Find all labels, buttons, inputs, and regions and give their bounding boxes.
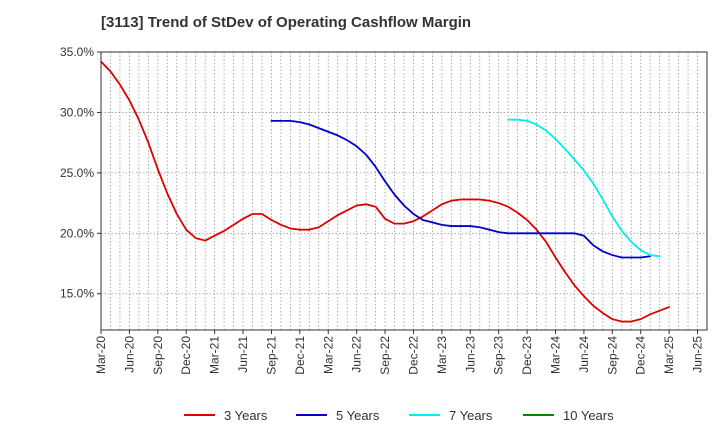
legend-label-10-years: 10 Years	[563, 408, 614, 423]
legend-label-3-years: 3 Years	[224, 408, 268, 423]
series-line-3-years	[100, 60, 671, 323]
x-tick-label: Mar-23	[435, 336, 449, 374]
x-tick-label: Mar-21	[208, 336, 222, 374]
x-tick-label: Sep-22	[378, 336, 392, 375]
x-tick-label: Dec-20	[179, 336, 193, 375]
series-line-7-years	[507, 118, 661, 258]
legend-label-7-years: 7 Years	[449, 408, 493, 423]
chart-title: [3113] Trend of StDev of Operating Cashf…	[101, 14, 472, 31]
plot-frame	[100, 51, 708, 331]
x-tick-label: Jun-22	[350, 336, 364, 373]
x-tick-label: Sep-23	[492, 336, 506, 375]
x-tick-label: Mar-22	[321, 336, 335, 374]
x-tick-label: Dec-23	[520, 336, 534, 375]
series-line-5-years	[270, 120, 652, 259]
y-tick-label: 30.0%	[60, 105, 94, 119]
x-tick-label: Jun-23	[463, 336, 477, 373]
y-tick-label: 20.0%	[60, 226, 94, 240]
x-tick-label: Dec-24	[634, 336, 648, 375]
x-tick-label: Jun-20	[122, 336, 136, 373]
x-tick-label: Mar-20	[94, 336, 108, 374]
x-tick-label: Jun-25	[691, 336, 705, 373]
x-tick-label: Jun-24	[577, 336, 591, 373]
x-tick-label: Dec-22	[406, 336, 420, 375]
x-tick-label: Mar-24	[549, 336, 563, 374]
y-tick-label: 25.0%	[60, 166, 94, 180]
y-tick-label: 35.0%	[60, 45, 94, 59]
x-tick-label: Sep-20	[151, 336, 165, 375]
x-tick-label: Sep-24	[605, 336, 619, 375]
y-tick-label: 15.0%	[60, 287, 94, 301]
x-tick-label: Jun-21	[236, 336, 250, 373]
legend-label-5-years: 5 Years	[336, 408, 380, 423]
x-tick-label: Sep-21	[264, 336, 278, 375]
x-tick-label: Mar-25	[662, 336, 676, 374]
x-tick-label: Dec-21	[293, 336, 307, 375]
